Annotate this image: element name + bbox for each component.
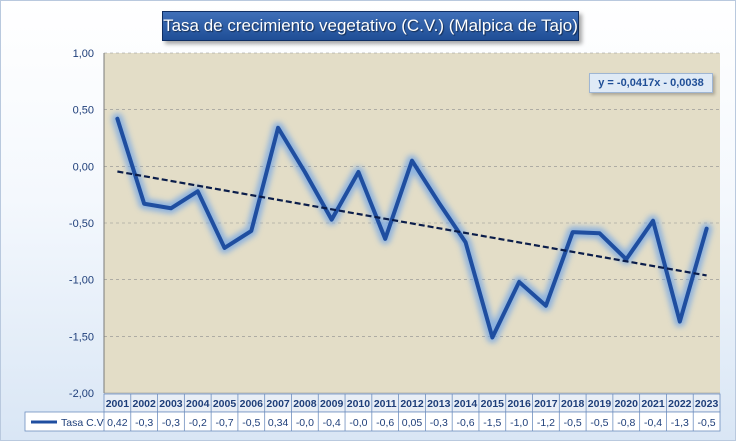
data-point (384, 237, 387, 241)
data-label: -0,8 (617, 417, 635, 429)
data-point (196, 190, 199, 193)
y-tick-label: -1,50 (69, 331, 94, 343)
x-tick-label: 2021 (641, 398, 665, 410)
data-point (357, 170, 360, 174)
data-label: -0,0 (296, 417, 314, 429)
data-label: -0,4 (644, 417, 662, 429)
data-label: 0,42 (107, 417, 128, 429)
data-label: -1,3 (671, 417, 689, 429)
data-label: -0,5 (242, 417, 260, 429)
x-tick-label: 2007 (266, 398, 290, 410)
data-point (598, 232, 601, 235)
y-tick-label: -1,00 (69, 275, 94, 287)
data-point (303, 170, 307, 174)
data-label: -1,5 (483, 417, 501, 429)
data-label: -0,7 (215, 417, 233, 429)
x-tick-label: 2011 (374, 398, 397, 410)
x-tick-label: 2015 (481, 398, 505, 410)
data-point (705, 227, 708, 230)
y-tick-label: 0,00 (73, 161, 94, 173)
trendline-equation-box: y = -0,0417x - 0,0038 (589, 73, 713, 93)
x-tick-label: 2005 (213, 398, 237, 410)
x-tick-label: 2016 (507, 398, 531, 410)
data-point (116, 117, 119, 120)
data-label: -0,5 (564, 417, 582, 429)
x-tick-label: 2019 (588, 398, 612, 410)
x-tick-label: 2014 (454, 398, 478, 410)
data-point (276, 126, 280, 129)
data-point (250, 229, 253, 233)
data-point (625, 258, 628, 261)
x-tick-label: 2002 (132, 398, 156, 410)
data-label: -1,2 (537, 417, 555, 429)
x-tick-label: 2001 (106, 398, 130, 410)
data-point (651, 219, 655, 222)
data-point (517, 280, 521, 284)
data-point (571, 230, 574, 234)
data-label: -0,6 (457, 417, 475, 429)
series-layer (111, 113, 713, 343)
y-tick-label: -2,00 (69, 388, 94, 400)
data-point (330, 218, 333, 221)
table-value-row (24, 411, 721, 432)
data-point (410, 159, 414, 162)
y-tick-label: 0,50 (73, 105, 94, 117)
data-label: 0,34 (268, 417, 289, 429)
data-label: 0,05 (402, 417, 423, 429)
x-tick-label: 2006 (240, 398, 264, 410)
data-label: -1,0 (510, 417, 528, 429)
data-label: -0,6 (376, 417, 394, 429)
x-tick-label: 2008 (293, 398, 317, 410)
data-point (678, 320, 682, 323)
trend-layer (117, 170, 707, 277)
trendline (117, 170, 707, 277)
data-label: -0,5 (698, 417, 716, 429)
data-point (491, 336, 494, 339)
x-tick-label: 2017 (534, 398, 558, 410)
data-label: -0,4 (323, 417, 341, 429)
data-label: -0,5 (590, 417, 608, 429)
x-tick-label: 2010 (347, 398, 371, 410)
data-point (464, 241, 467, 244)
axis-layer: 1,00 0,50 0,00 -0,50 -1,00 -1,50 -2,00 (69, 48, 105, 400)
x-tick-label: 2023 (695, 398, 719, 410)
x-tick-label: 2013 (427, 398, 451, 410)
x-tick-label: 2009 (320, 398, 344, 410)
y-tick-label: -0,50 (69, 218, 94, 230)
data-table: 2001 0,42 2002 -0,3 2003 -0,3 2004 -0,2 2005 -0,7… (24, 393, 721, 432)
trendline-equation: y = -0,0417x - 0,0038 (598, 77, 704, 89)
x-tick-label: 2003 (159, 398, 183, 410)
x-tick-label: 2022 (668, 398, 692, 410)
data-point (142, 202, 146, 205)
data-label: -0,0 (349, 417, 367, 429)
y-tick-label: 1,00 (73, 48, 94, 60)
data-point (437, 201, 440, 204)
data-label: -0,3 (162, 417, 180, 429)
data-label: -0,3 (430, 417, 448, 429)
x-tick-label: 2012 (400, 398, 424, 410)
x-tick-label: 2004 (186, 398, 210, 410)
x-tick-label: 2020 (615, 398, 639, 410)
legend-label: Tasa C.V (61, 417, 104, 429)
data-label: -0,3 (135, 417, 153, 429)
data-point (223, 246, 226, 250)
data-label: -0,2 (189, 417, 207, 429)
data-point (169, 207, 173, 210)
chart-title-box: Tasa de crecimiento vegetativo (C.V.) (M… (162, 11, 579, 41)
chart-title: Tasa de crecimiento vegetativo (C.V.) (M… (163, 16, 578, 35)
x-tick-label: 2018 (561, 398, 585, 410)
data-point (544, 304, 548, 307)
